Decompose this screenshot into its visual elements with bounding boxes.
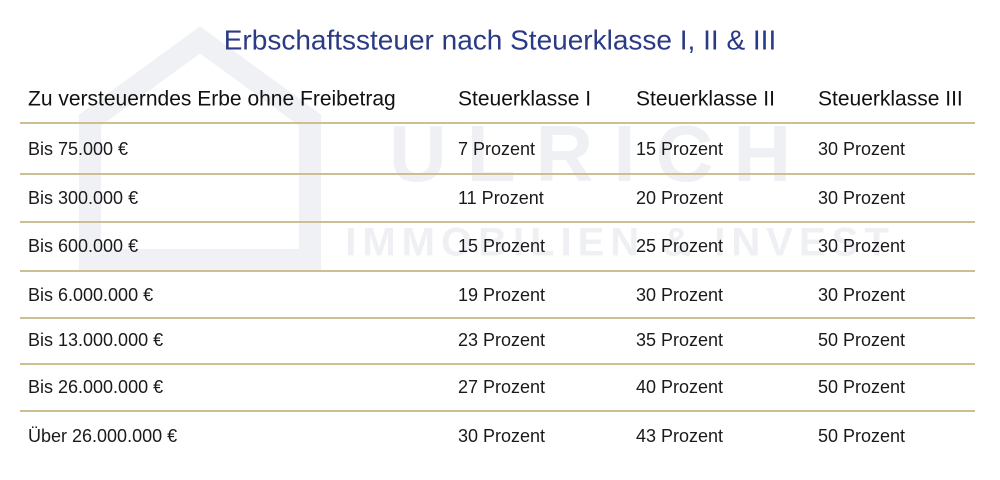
bracket-cell: Bis 26.000.000 € — [28, 377, 163, 397]
column-header: Steuerklasse III — [818, 88, 963, 111]
watermark-tagline: IMMOBILIEN & INVEST — [345, 221, 895, 265]
bracket-cell: Über 26.000.000 € — [28, 426, 177, 446]
tax-rate-cell: 50 Prozent — [818, 330, 905, 350]
bracket-cell: Bis 600.000 € — [28, 236, 138, 256]
watermark-logo — [79, 26, 321, 271]
bracket-cell: Bis 300.000 € — [28, 188, 138, 208]
tax-rate-cell: 50 Prozent — [818, 426, 905, 446]
tax-rate-cell: 23 Prozent — [458, 330, 545, 350]
tax-rate-cell: 15 Prozent — [636, 139, 723, 159]
tax-rate-cell: 43 Prozent — [636, 426, 723, 446]
column-header: Zu versteuerndes Erbe ohne Freibetrag — [28, 88, 396, 111]
tax-rate-cell: 50 Prozent — [818, 377, 905, 397]
tax-rate-cell: 35 Prozent — [636, 330, 723, 350]
bracket-cell: Bis 13.000.000 € — [28, 330, 163, 350]
tax-rate-cell: 25 Prozent — [636, 236, 723, 256]
tax-rate-cell: 27 Prozent — [458, 377, 545, 397]
column-header: Steuerklasse I — [458, 88, 591, 111]
tax-rate-cell: 15 Prozent — [458, 236, 545, 256]
column-header: Steuerklasse II — [636, 88, 775, 111]
tax-rate-cell: 11 Prozent — [458, 188, 544, 208]
tax-rate-cell: 20 Prozent — [636, 188, 723, 208]
tax-rate-cell: 30 Prozent — [636, 285, 723, 305]
tax-rate-cell: 19 Prozent — [458, 285, 545, 305]
tax-rate-cell: 30 Prozent — [818, 236, 905, 256]
tax-rate-cell: 30 Prozent — [818, 139, 905, 159]
bracket-cell: Bis 75.000 € — [28, 139, 128, 159]
bracket-cell: Bis 6.000.000 € — [28, 285, 153, 305]
tax-rate-cell: 30 Prozent — [818, 188, 905, 208]
tax-rate-cell: 40 Prozent — [636, 377, 723, 397]
title: Erbschaftssteuer nach Steuerklasse I, II… — [224, 24, 776, 55]
tax-rate-cell: 30 Prozent — [458, 426, 545, 446]
tax-rate-cell: 30 Prozent — [818, 285, 905, 305]
tax-rate-cell: 7 Prozent — [458, 139, 535, 159]
